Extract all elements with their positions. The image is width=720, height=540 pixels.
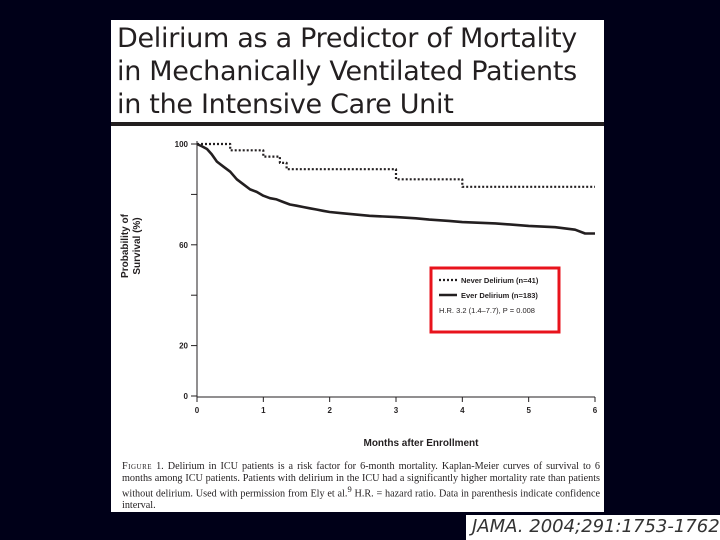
y-axis-title-line: Survival (%) bbox=[132, 217, 143, 274]
legend-entry-1: Never Delirium (n=41) bbox=[461, 276, 539, 285]
x-tick-label: 4 bbox=[460, 406, 465, 415]
x-tick-label: 6 bbox=[593, 406, 598, 415]
x-tick-label: 5 bbox=[526, 406, 531, 415]
series-line-1 bbox=[197, 142, 595, 188]
y-tick-label: 60 bbox=[179, 241, 188, 250]
title-line-2: in Mechanically Ventilated Patients bbox=[117, 56, 577, 87]
y-tick-label: 100 bbox=[175, 140, 189, 149]
legend-highlight-box bbox=[429, 266, 561, 334]
title-line-3: in the Intensive Care Unit bbox=[117, 89, 454, 120]
x-tick-label: 0 bbox=[195, 406, 200, 415]
caption-text-2: H.R. = hazard ratio. Data in parenthesis… bbox=[122, 488, 601, 512]
title-divider bbox=[111, 122, 604, 126]
legend: Never Delirium (n=41) Ever Delirium (n=18… bbox=[429, 266, 561, 334]
journal-citation: JAMA. 2004;291:1753-1762 bbox=[472, 516, 720, 537]
y-tick-label: 0 bbox=[184, 392, 189, 401]
series-line-2 bbox=[196, 142, 595, 235]
caption-superscript: 9 bbox=[347, 484, 352, 495]
caption-text: 1. Delirium in ICU patients is a risk fa… bbox=[122, 461, 600, 500]
citation-box: JAMA. 2004;291:1753-1762 bbox=[466, 515, 720, 540]
slide-title: Delirium as a Predictor of Mortality in … bbox=[111, 20, 604, 122]
y-axis-title: Probability of Survival (%) bbox=[120, 213, 143, 278]
kaplan-meier-chart: Probability of Survival (%) 0 1 2 3 4 5 6020601… bbox=[120, 140, 598, 449]
caption-label: Figure bbox=[122, 461, 153, 472]
x-tick-label: 3 bbox=[394, 406, 399, 415]
figure-panel: Probability of Survival (%) 0 1 2 3 4 5 6 0 20 60 1… bbox=[111, 126, 604, 512]
y-tick-label: 20 bbox=[179, 342, 188, 351]
legend-entry-2: Ever Delirium (n=183) bbox=[461, 291, 538, 300]
title-line-1: Delirium as a Predictor of Mortality bbox=[117, 23, 577, 54]
y-axis-title-line: Probability of bbox=[120, 213, 131, 278]
x-tick-label: 1 bbox=[261, 406, 266, 415]
x-tick-label: 2 bbox=[327, 406, 332, 415]
series-layer bbox=[196, 142, 595, 235]
figure-caption: Figure 1. Delirium in ICU patients is a … bbox=[122, 461, 600, 512]
x-axis-title: Months after Enrollment bbox=[363, 438, 479, 449]
hazard-ratio-annotation: H.R. 3.2 (1.4–7.7), P = 0.008 bbox=[439, 306, 535, 315]
